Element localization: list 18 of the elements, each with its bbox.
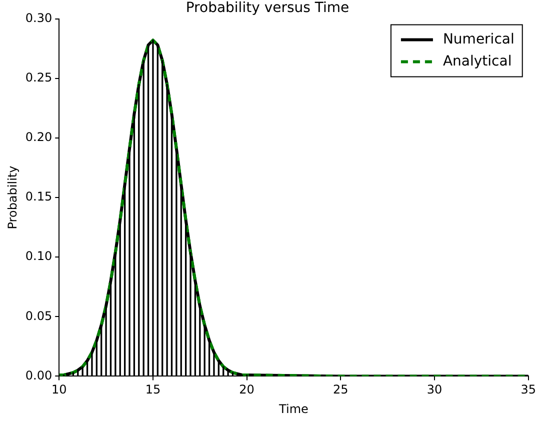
x-tick-label: 25 xyxy=(333,382,348,397)
legend-label: Analytical xyxy=(442,53,512,70)
x-tick-label: 15 xyxy=(145,382,161,397)
y-tick-label: 0.05 xyxy=(25,308,52,323)
x-tick-label: 20 xyxy=(239,382,254,397)
y-axis-title: Probability xyxy=(5,166,20,230)
x-axis-title: Time xyxy=(278,402,308,416)
chart-title: Probability versus Time xyxy=(186,0,350,16)
y-tick-label: 0.25 xyxy=(25,70,52,84)
y-tick-label: 0.20 xyxy=(25,130,52,144)
x-tick-label: 30 xyxy=(426,382,442,397)
x-tick-label: 10 xyxy=(51,382,67,397)
x-tick-label: 35 xyxy=(520,382,536,397)
y-tick-label: 0.15 xyxy=(25,190,52,204)
y-tick-label: 0.00 xyxy=(25,368,52,382)
legend-label: Numerical xyxy=(442,31,514,48)
y-tick-label: 0.10 xyxy=(25,249,52,264)
y-tick-label: 0.30 xyxy=(25,10,52,25)
